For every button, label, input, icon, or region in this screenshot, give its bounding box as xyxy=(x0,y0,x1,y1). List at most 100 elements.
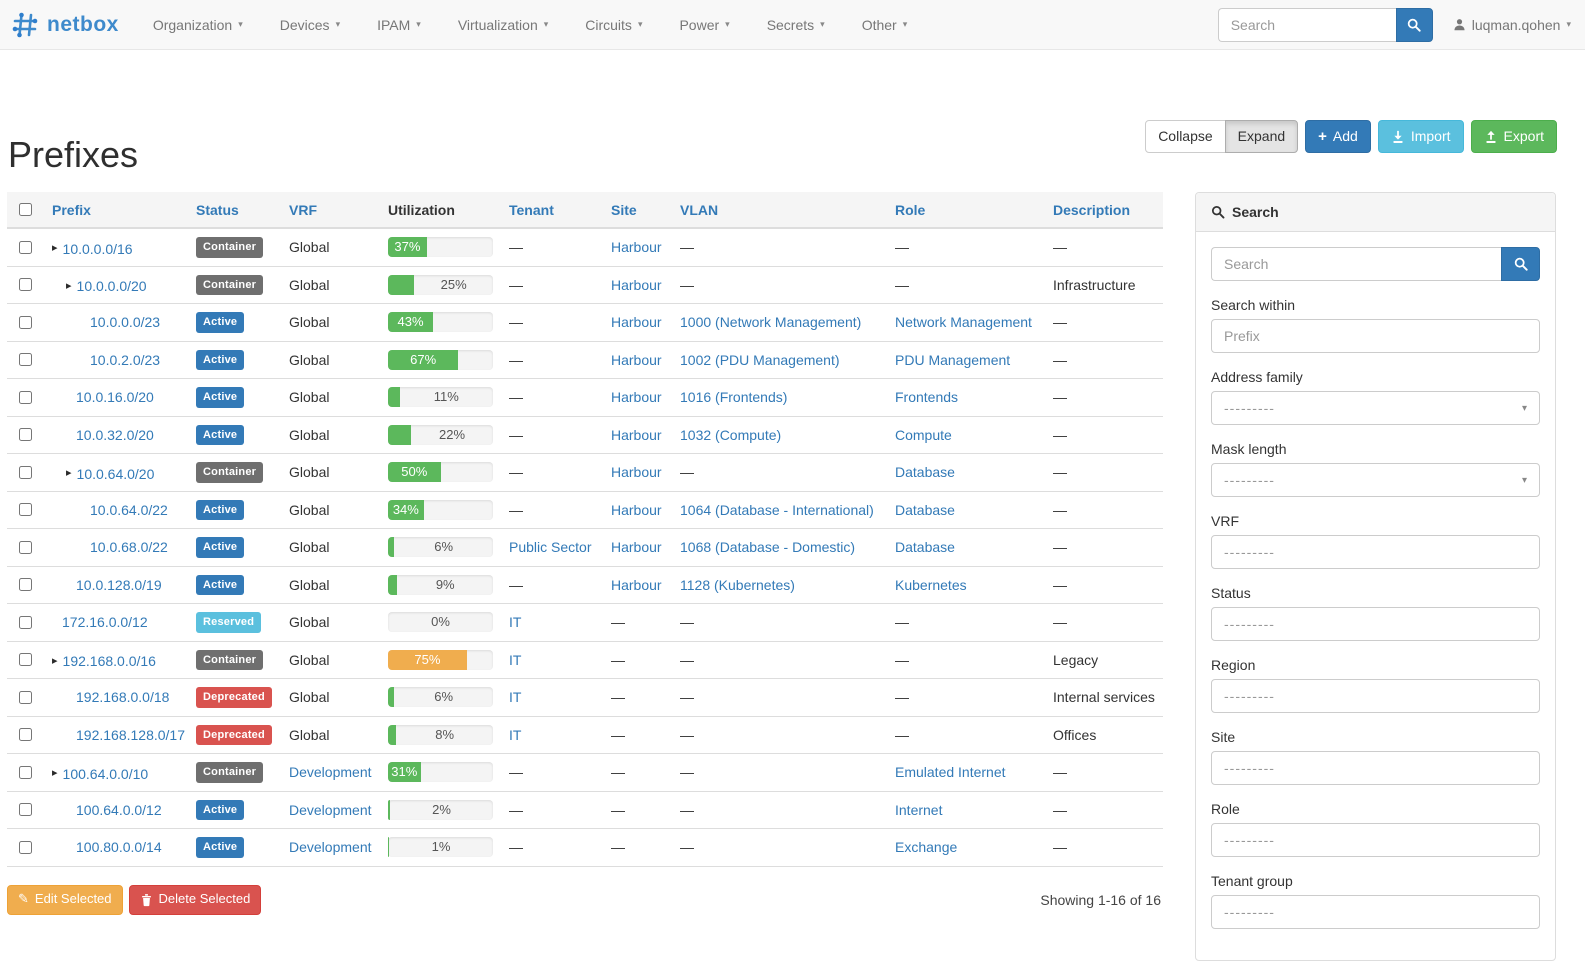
vrf-link[interactable]: Development xyxy=(289,801,372,818)
vlan-link[interactable]: 1068 (Database - Domestic) xyxy=(680,539,856,556)
prefix-link[interactable]: 192.168.128.0/17 xyxy=(76,726,185,743)
role-link[interactable]: PDU Management xyxy=(895,351,1011,368)
expand-caret-icon[interactable]: ▸ xyxy=(66,467,72,479)
role-link[interactable]: Emulated Internet xyxy=(895,764,1006,781)
edit-selected-button[interactable]: ✎ Edit Selected xyxy=(7,884,123,915)
prefix-link[interactable]: 10.0.2.0/23 xyxy=(90,351,161,368)
column-header-vlan[interactable]: VLAN xyxy=(672,192,887,229)
role-link[interactable]: Database xyxy=(895,464,955,481)
expand-caret-icon[interactable]: ▸ xyxy=(66,279,72,292)
nav-item-power[interactable]: Power ▾ xyxy=(679,16,730,33)
vlan-link[interactable]: 1016 (Frontends) xyxy=(680,389,788,406)
site-link[interactable]: Harbour xyxy=(611,314,662,331)
role-link[interactable]: Compute xyxy=(895,426,952,443)
column-header-prefix[interactable]: Prefix xyxy=(44,192,188,229)
prefix-link[interactable]: 10.0.0.0/16 xyxy=(62,240,133,257)
site-link[interactable]: Harbour xyxy=(611,539,662,556)
row-checkbox[interactable] xyxy=(19,653,32,667)
expand-caret-icon[interactable]: ▸ xyxy=(52,767,58,779)
filter-select-site[interactable]: --------- xyxy=(1211,751,1540,785)
filter-input-search-within[interactable] xyxy=(1211,319,1540,353)
row-checkbox[interactable] xyxy=(19,353,32,367)
prefix-link[interactable]: 192.168.0.0/16 xyxy=(62,653,156,669)
vrf-link[interactable]: Development xyxy=(289,839,372,856)
filter-select-region[interactable]: --------- xyxy=(1211,679,1540,713)
user-menu[interactable]: luqman.qohen ▾ xyxy=(1453,17,1571,33)
prefix-link[interactable]: 10.0.16.0/20 xyxy=(76,389,154,406)
row-checkbox[interactable] xyxy=(19,840,32,854)
import-button[interactable]: Import xyxy=(1377,120,1464,153)
prefix-link[interactable]: 10.0.64.0/22 xyxy=(90,501,168,518)
expand-caret-icon[interactable]: ▸ xyxy=(52,654,58,667)
vlan-link[interactable]: 1002 (PDU Management) xyxy=(680,351,840,368)
prefix-link[interactable]: 10.0.68.0/22 xyxy=(90,539,168,556)
prefix-link[interactable]: 172.16.0.0/12 xyxy=(62,614,148,631)
expand-caret-icon[interactable]: ▸ xyxy=(52,242,58,254)
filter-select-status[interactable]: --------- xyxy=(1211,607,1540,641)
vlan-link[interactable]: 1032 (Compute) xyxy=(680,426,782,443)
tenant-link[interactable]: IT xyxy=(509,614,522,631)
collapse-button[interactable]: Collapse xyxy=(1145,120,1226,153)
row-checkbox[interactable] xyxy=(19,690,32,704)
row-checkbox[interactable] xyxy=(19,765,32,779)
column-header-site[interactable]: Site xyxy=(603,192,672,229)
row-checkbox[interactable] xyxy=(19,240,32,254)
filter-select-tenant-group[interactable]: --------- xyxy=(1211,895,1540,929)
column-header-status[interactable]: Status xyxy=(188,192,281,229)
prefix-link[interactable]: 100.64.0.0/12 xyxy=(76,801,162,818)
tenant-link[interactable]: Public Sector xyxy=(509,539,592,556)
role-link[interactable]: Kubernetes xyxy=(895,576,967,593)
export-button[interactable]: Export xyxy=(1470,120,1557,153)
nav-item-organization[interactable]: Organization ▾ xyxy=(152,16,243,33)
prefix-link[interactable]: 10.0.64.0/20 xyxy=(76,465,155,482)
nav-item-ipam[interactable]: IPAM ▾ xyxy=(377,16,421,33)
role-link[interactable]: Database xyxy=(895,539,955,556)
select-all-checkbox[interactable] xyxy=(19,203,32,216)
nav-item-secrets[interactable]: Secrets ▾ xyxy=(766,16,825,33)
tenant-link[interactable]: IT xyxy=(509,651,522,668)
site-link[interactable]: Harbour xyxy=(611,239,662,256)
add-button[interactable]: + Add xyxy=(1305,120,1371,153)
prefix-link[interactable]: 192.168.0.0/18 xyxy=(76,689,170,706)
row-checkbox[interactable] xyxy=(19,428,32,442)
row-checkbox[interactable] xyxy=(19,278,32,292)
role-link[interactable]: Network Management xyxy=(895,314,1032,331)
filter-select-address-family[interactable]: --------- ▾ xyxy=(1211,391,1540,425)
vlan-link[interactable]: 1128 (Kubernetes) xyxy=(680,576,795,593)
column-header-vrf[interactable]: VRF xyxy=(281,192,380,229)
row-checkbox[interactable] xyxy=(19,390,32,404)
sidebar-search-input[interactable] xyxy=(1211,247,1501,281)
row-checkbox[interactable] xyxy=(19,465,32,479)
row-checkbox[interactable] xyxy=(19,615,32,629)
role-link[interactable]: Internet xyxy=(895,801,943,818)
netbox-brand[interactable]: netbox xyxy=(10,10,119,40)
site-link[interactable]: Harbour xyxy=(611,389,662,406)
nav-item-devices[interactable]: Devices ▾ xyxy=(279,16,341,33)
role-link[interactable]: Exchange xyxy=(895,839,958,856)
nav-item-other[interactable]: Other ▾ xyxy=(861,16,908,33)
sidebar-search-button[interactable] xyxy=(1501,247,1540,281)
prefix-link[interactable]: 100.80.0.0/14 xyxy=(76,839,162,856)
prefix-link[interactable]: 10.0.128.0/19 xyxy=(76,576,162,593)
site-link[interactable]: Harbour xyxy=(611,501,662,518)
row-checkbox[interactable] xyxy=(19,315,32,329)
role-link[interactable]: Database xyxy=(895,501,955,518)
navbar-search-button[interactable] xyxy=(1395,7,1433,42)
vrf-link[interactable]: Development xyxy=(289,764,372,781)
row-checkbox[interactable] xyxy=(19,540,32,554)
row-checkbox[interactable] xyxy=(19,578,32,592)
prefix-link[interactable]: 10.0.0.0/20 xyxy=(76,278,147,294)
expand-button[interactable]: Expand xyxy=(1224,120,1299,153)
site-link[interactable]: Harbour xyxy=(611,426,662,443)
filter-select-vrf[interactable]: --------- xyxy=(1211,535,1540,569)
column-header-tenant[interactable]: Tenant xyxy=(501,192,603,229)
tenant-link[interactable]: IT xyxy=(509,689,522,706)
prefix-link[interactable]: 10.0.0.0/23 xyxy=(90,314,161,331)
filter-select-mask-length[interactable]: --------- ▾ xyxy=(1211,463,1540,497)
site-link[interactable]: Harbour xyxy=(611,276,662,293)
tenant-link[interactable]: IT xyxy=(509,726,522,743)
site-link[interactable]: Harbour xyxy=(611,576,662,593)
navbar-search-input[interactable] xyxy=(1217,7,1396,42)
prefix-link[interactable]: 100.64.0.0/10 xyxy=(62,765,149,782)
vlan-link[interactable]: 1000 (Network Management) xyxy=(680,314,862,331)
